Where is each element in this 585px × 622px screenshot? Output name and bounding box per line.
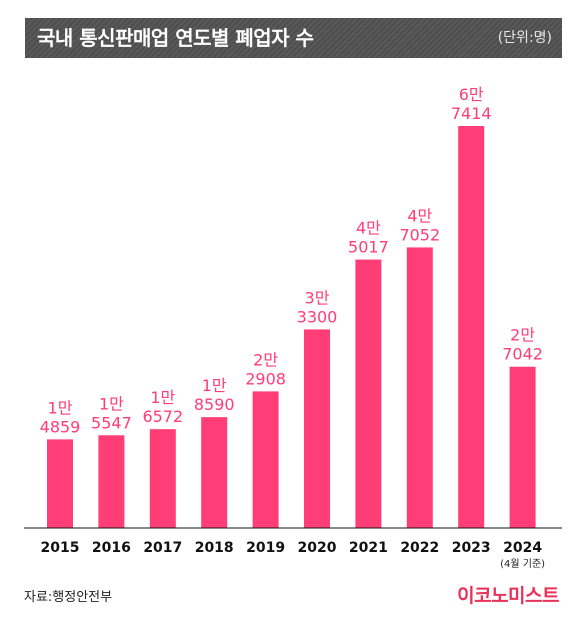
x-tick-note: (4월 기준)	[500, 558, 545, 570]
bar	[252, 391, 279, 528]
x-tick-label: 2018	[195, 540, 234, 556]
data-label: 3만	[305, 288, 330, 307]
title-bar: 국내 통신판매업 연도별 폐업자 수 (단위:명)	[25, 18, 562, 58]
bar	[149, 429, 176, 528]
bar	[509, 366, 536, 528]
data-label: 5017	[348, 238, 389, 257]
x-tick-label: 2019	[246, 540, 285, 556]
data-label: 1만	[202, 376, 227, 395]
x-tick-label: 2015	[41, 540, 80, 556]
data-label: 5547	[91, 413, 132, 432]
bar	[458, 126, 485, 528]
x-tick-label: 2017	[143, 540, 182, 556]
data-label: 1만	[99, 394, 124, 413]
data-label: 6만	[459, 85, 484, 104]
source-note: 자료:행정안전부	[24, 590, 113, 605]
data-label: 4만	[407, 206, 432, 225]
bar	[355, 259, 382, 528]
data-label: 2만	[253, 350, 278, 369]
bar	[201, 417, 228, 528]
x-tick-label: 2016	[92, 540, 131, 556]
data-label: 8590	[194, 395, 235, 414]
bar	[98, 435, 125, 528]
data-label: 3300	[297, 307, 338, 326]
unit-label: (단위:명)	[497, 30, 552, 46]
data-label: 4만	[356, 219, 381, 238]
data-label: 7414	[451, 104, 492, 123]
bar	[304, 329, 330, 528]
x-tick-label: 2022	[400, 540, 439, 556]
data-label: 6572	[142, 407, 183, 426]
data-label: 1만	[48, 398, 73, 417]
bar	[406, 247, 433, 528]
x-tick-label: 2021	[349, 540, 388, 556]
data-label: 2908	[245, 369, 286, 388]
data-label: 7042	[502, 345, 543, 364]
bar	[47, 439, 73, 528]
brand-logo: 이코노미스트	[457, 585, 559, 607]
data-label: 1만	[150, 388, 175, 407]
data-label: 4859	[40, 417, 81, 436]
x-tick-label: 2020	[298, 540, 337, 556]
data-label: 7052	[399, 225, 440, 244]
chart-title: 국내 통신판매업 연도별 폐업자 수	[37, 26, 314, 50]
x-tick-label: 2024	[503, 540, 542, 556]
x-tick-label: 2023	[452, 540, 491, 556]
data-label: 2만	[510, 326, 535, 345]
